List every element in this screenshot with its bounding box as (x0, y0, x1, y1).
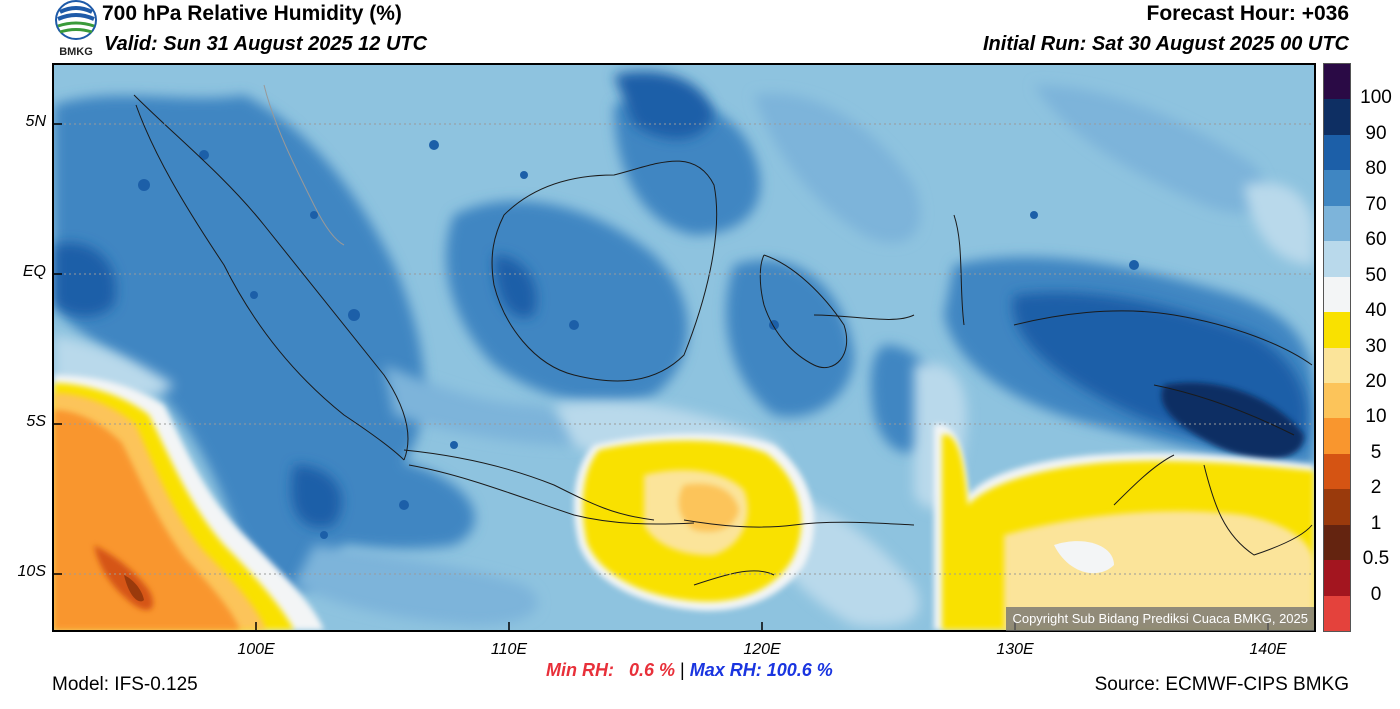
colorbar-label: 60 (1365, 229, 1387, 251)
colorbar-label: 80 (1365, 158, 1387, 180)
colorbar-swatch (1324, 382, 1350, 419)
bmkg-logo (52, 0, 100, 62)
lat-label-5n: 5N (25, 113, 46, 130)
colorbar-label: 0.5 (1362, 548, 1390, 570)
colorbar-label: 90 (1365, 122, 1387, 144)
lat-label-5s: 5S (26, 413, 46, 430)
darkest-moist-core (1161, 382, 1304, 459)
colorbar-label: 20 (1365, 370, 1387, 392)
lon-label-120e: 120E (743, 641, 781, 658)
colorbar-swatch (1324, 241, 1350, 277)
logo-text: BMKG (59, 46, 93, 58)
lon-label-130e: 130E (996, 641, 1034, 658)
lat-label-eq: EQ (22, 263, 46, 280)
colorbar-swatch (1324, 99, 1350, 135)
dry-region-southeast (934, 424, 1314, 630)
copyright-notice: Copyright Sub Bidang Prediksi Cuaca BMKG… (1006, 607, 1314, 631)
dry-region-southwest (54, 375, 324, 630)
colorbar-label: 0 (1370, 583, 1382, 605)
colorbar-label: 2 (1370, 477, 1382, 499)
colorbar-swatch (1324, 489, 1350, 525)
chart-title: 700 hPa Relative Humidity (%) (102, 2, 402, 25)
humidity-map (52, 63, 1316, 632)
coastlines (133, 84, 1313, 586)
colorbar-swatch (1324, 453, 1350, 490)
initial-run: Initial Run: Sat 30 August 2025 00 UTC (982, 33, 1349, 55)
colorbar-swatch (1324, 170, 1350, 206)
colorbar-swatch (1324, 64, 1350, 100)
min-rh: Min RH: 0.6 % (546, 660, 676, 680)
colorbar-label: 40 (1365, 300, 1387, 322)
colorbar (1323, 63, 1351, 632)
model-name: Model: IFS-0.125 (52, 674, 198, 695)
max-rh: Max RH: 100.6 % (689, 660, 833, 680)
forecast-hour: Forecast Hour: +036 (1146, 2, 1350, 25)
colorbar-label: 70 (1365, 193, 1387, 215)
colorbar-label: 30 (1365, 335, 1387, 357)
colorbar-label: 50 (1365, 264, 1387, 286)
lat-label-10s: 10S (17, 563, 46, 580)
colorbar-swatch (1324, 312, 1350, 348)
lon-label-140e: 140E (1249, 641, 1287, 658)
colorbar-label: 100 (1360, 87, 1392, 109)
moisture-speckles (138, 140, 1139, 539)
colorbar-label: 5 (1370, 441, 1382, 463)
lon-label-110e: 110E (490, 641, 528, 658)
colorbar-swatch (1324, 524, 1350, 561)
lon-label-100e: 100E (237, 641, 275, 658)
colorbar-swatch (1324, 134, 1350, 171)
colorbar-swatch (1324, 276, 1350, 313)
stats-separator: | (680, 660, 685, 680)
rh-stats: Min RH: 0.6 % | Max RH: 100.6 % (546, 660, 833, 681)
colorbar-swatch (1324, 560, 1350, 596)
gridlines (54, 123, 1314, 575)
colorbar-label: 1 (1370, 512, 1382, 534)
colorbar-swatch (1324, 595, 1350, 631)
colorbar-swatch (1324, 347, 1350, 383)
light-humid-bands (294, 85, 1266, 625)
dry-region-central (574, 433, 814, 611)
data-source: Source: ECMWF-CIPS BMKG (1094, 674, 1349, 695)
colorbar-swatch (1324, 418, 1350, 454)
colorbar-label: 10 (1365, 406, 1387, 428)
valid-time: Valid: Sun 31 August 2025 12 UTC (104, 33, 428, 55)
colorbar-swatch (1324, 205, 1350, 242)
